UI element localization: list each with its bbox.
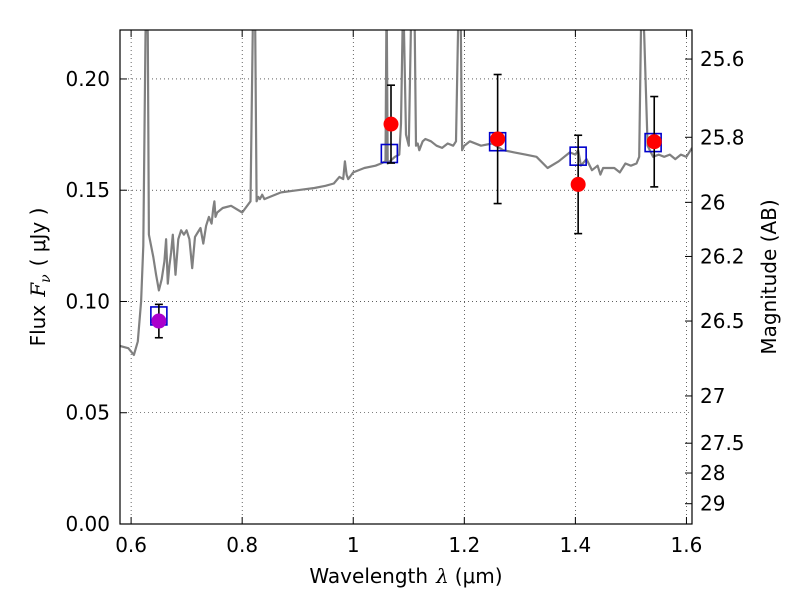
y-axis-title: Flux Fν ( μJy ) — [26, 208, 54, 347]
x-tick-label: 1 — [347, 533, 360, 557]
y-axis-subscript: ν — [38, 274, 54, 283]
y-tick-label: 0.05 — [65, 401, 110, 425]
y2-tick-label: 27.5 — [700, 431, 745, 455]
x-tick-label: 1.6 — [671, 533, 703, 557]
y-tick-label: 0.10 — [65, 289, 110, 313]
x-tick-label: 1.2 — [448, 533, 480, 557]
x-axis-symbol: λ — [435, 564, 449, 588]
observed-point — [570, 176, 586, 192]
y2-tick-label: 26.2 — [700, 244, 745, 268]
y2-tick-label: 29 — [700, 492, 725, 516]
y-axis-title-prefix: Flux — [26, 305, 50, 347]
observed-point — [646, 134, 662, 150]
y-tick-label: 0.15 — [65, 178, 110, 202]
plot-frame — [119, 29, 693, 525]
markers-group — [150, 73, 662, 339]
observed-point — [151, 313, 167, 329]
y2-axis-title: Magnitude (AB) — [757, 199, 781, 354]
y-tick-label: 0.00 — [65, 512, 110, 536]
y2-tick-label: 25.6 — [700, 47, 745, 71]
observed-point — [490, 131, 506, 147]
y2-tick-label: 27 — [700, 384, 725, 408]
x-axis-title-prefix: Wavelength — [309, 564, 428, 588]
x-axis-title: Wavelength λ (μm) — [309, 564, 502, 588]
x-axis-unit: (μm) — [455, 564, 503, 588]
y2-tick-label: 25.8 — [700, 125, 745, 149]
y2-tick-label: 26.5 — [700, 309, 745, 333]
y-tick-label: 0.20 — [65, 67, 110, 91]
y-axis-unit: ( μJy ) — [26, 208, 50, 267]
y2-tick-label: 26 — [700, 190, 725, 214]
x-tick-label: 1.4 — [559, 533, 591, 557]
x-tick-label: 0.8 — [226, 533, 258, 557]
y2-tick-label: 28 — [700, 461, 725, 485]
observed-point — [383, 116, 399, 132]
y-axis-symbol: F — [26, 282, 50, 298]
ticks-group: 0.6 0.8 1 1.2 1.4 1.6 0.00 0.05 0.10 0.15 0.20 25.6… — [65, 30, 745, 557]
x-tick-label: 0.6 — [115, 533, 147, 557]
